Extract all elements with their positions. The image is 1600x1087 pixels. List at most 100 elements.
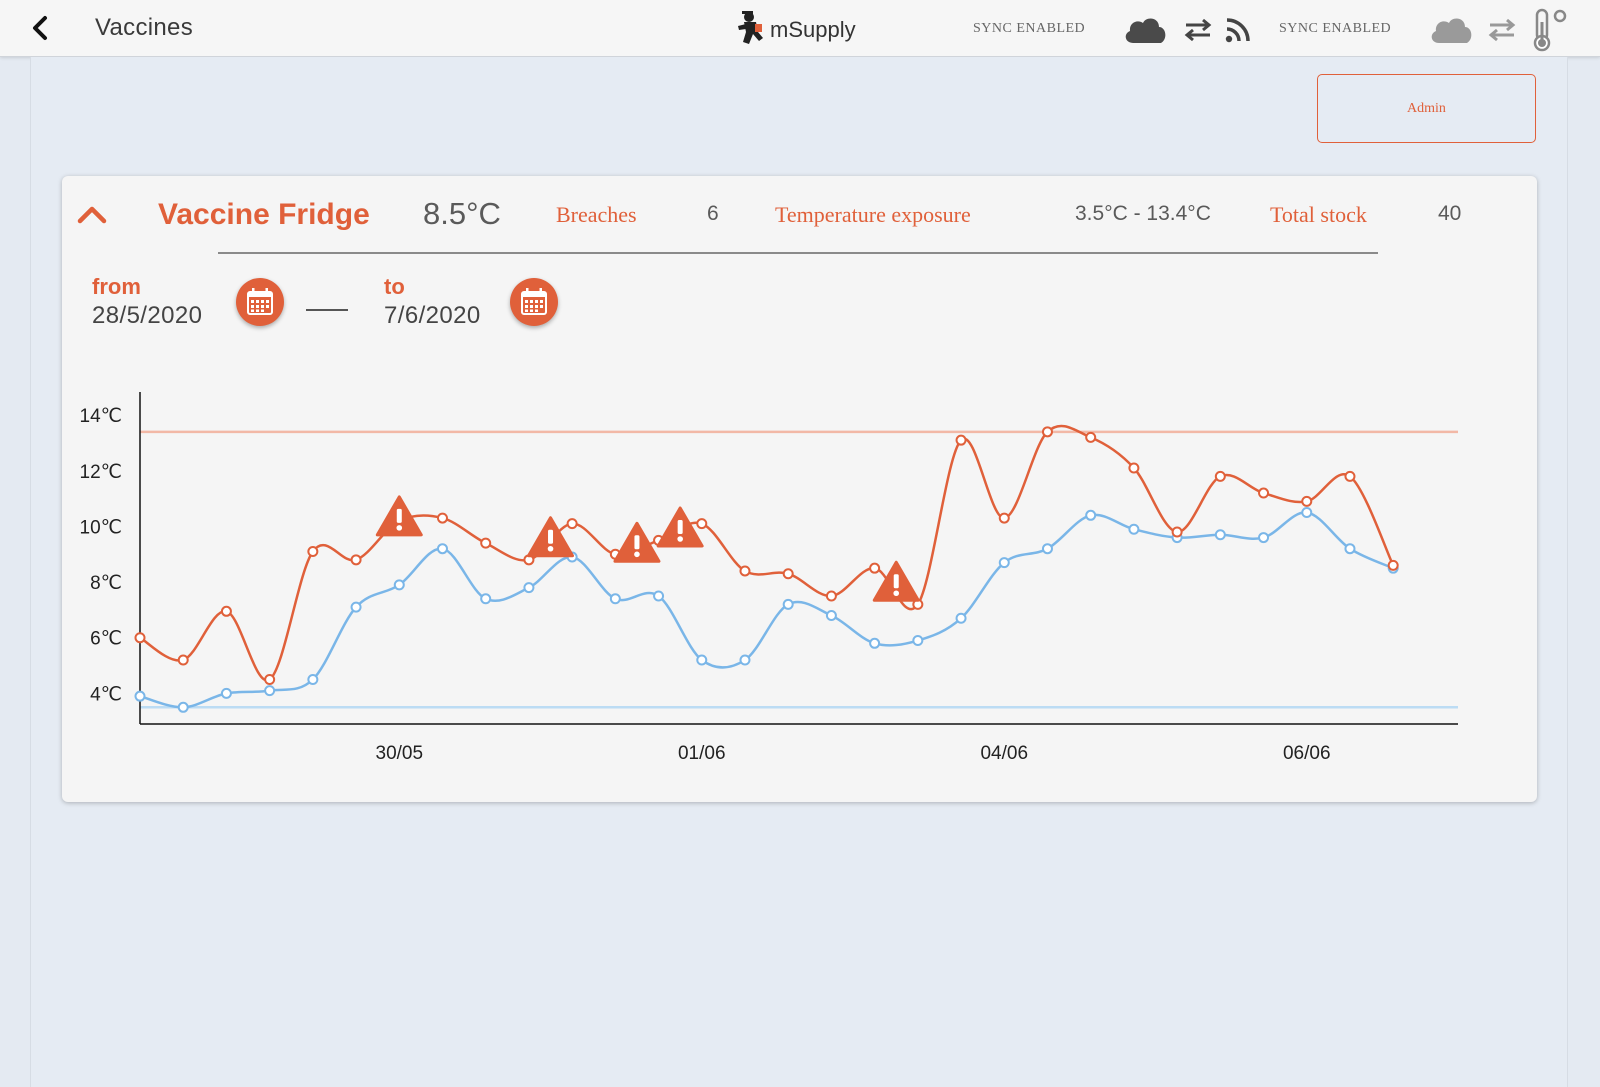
max-data-point bbox=[782, 568, 794, 580]
page-title: Vaccines bbox=[95, 14, 194, 41]
max-data-point bbox=[1128, 462, 1140, 474]
temperature-exposure-value: 3.5°C - 13.4°C bbox=[1075, 202, 1211, 225]
min-data-point bbox=[739, 654, 751, 666]
back-arrow-icon[interactable] bbox=[26, 12, 56, 44]
min-data-point bbox=[869, 637, 881, 649]
total-stock-value: 40 bbox=[1438, 202, 1462, 225]
date-range-separator bbox=[306, 309, 348, 311]
cloud-icon bbox=[1125, 18, 1166, 43]
y-tick-label: 14℃ bbox=[80, 406, 122, 427]
max-data-point bbox=[998, 512, 1010, 524]
min-data-point bbox=[1214, 529, 1226, 541]
min-data-point bbox=[523, 582, 535, 594]
logo-text: mSupply bbox=[770, 17, 856, 42]
chevron-up-icon[interactable] bbox=[76, 202, 108, 226]
from-label: from bbox=[92, 274, 141, 299]
max-data-point bbox=[1344, 470, 1356, 482]
thermometer-icon bbox=[1533, 8, 1567, 52]
from-calendar-button[interactable] bbox=[236, 278, 284, 326]
sync-arrows-icon[interactable] bbox=[1183, 17, 1213, 43]
min-data-point bbox=[609, 593, 621, 605]
min-data-point bbox=[1258, 532, 1270, 544]
from-date-value: 28/5/2020 bbox=[92, 302, 203, 329]
min-data-point bbox=[1344, 543, 1356, 555]
wifi-signal-icon bbox=[1225, 18, 1250, 43]
y-tick-label: 12℃ bbox=[80, 462, 122, 483]
y-tick-label: 8℃ bbox=[90, 573, 122, 594]
max-data-point bbox=[869, 562, 881, 574]
header-divider bbox=[218, 252, 1378, 254]
min-data-point bbox=[307, 673, 319, 685]
breach-warning-icon[interactable] bbox=[613, 521, 661, 563]
min-data-point bbox=[220, 687, 232, 699]
min-data-point bbox=[782, 598, 794, 610]
sync-arrows-icon[interactable] bbox=[1487, 17, 1517, 43]
max-data-point bbox=[1301, 495, 1313, 507]
calendar-icon bbox=[247, 288, 273, 315]
breach-warning-icon[interactable] bbox=[527, 516, 575, 558]
min-data-point bbox=[393, 579, 405, 591]
top-bar: Vaccines mSupply SYNC ENABLED SYNC ENABL… bbox=[0, 0, 1600, 57]
max-data-point bbox=[739, 565, 751, 577]
y-tick-label: 10℃ bbox=[80, 517, 122, 538]
min-data-point bbox=[998, 557, 1010, 569]
x-tick-label: 04/06 bbox=[980, 743, 1028, 764]
max-data-point bbox=[480, 537, 492, 549]
total-stock-label: Total stock bbox=[1270, 202, 1367, 227]
min-data-point bbox=[1128, 523, 1140, 535]
min-data-point bbox=[480, 593, 492, 605]
sync-status-label: SYNC ENABLED bbox=[973, 21, 1086, 36]
y-tick-label: 6℃ bbox=[90, 629, 122, 650]
max-data-point bbox=[1214, 470, 1226, 482]
y-tick-label: 4℃ bbox=[90, 684, 122, 705]
min-data-point bbox=[436, 543, 448, 555]
cloud-icon bbox=[1431, 18, 1472, 43]
fridge-name: Vaccine Fridge bbox=[158, 198, 370, 231]
min-data-point bbox=[1041, 543, 1053, 555]
min-data-point bbox=[1301, 507, 1313, 519]
max-data-point bbox=[825, 590, 837, 602]
min-data-point bbox=[912, 635, 924, 647]
max-data-point bbox=[436, 512, 448, 524]
max-data-point bbox=[177, 654, 189, 666]
max-data-point bbox=[1041, 426, 1053, 438]
to-calendar-button[interactable] bbox=[510, 278, 558, 326]
temperature-exposure-label: Temperature exposure bbox=[775, 202, 971, 227]
min-data-point bbox=[350, 601, 362, 613]
min-data-point bbox=[696, 654, 708, 666]
min-series-line bbox=[139, 511, 1394, 709]
max-data-point bbox=[350, 554, 362, 566]
breaches-label: Breaches bbox=[556, 202, 637, 227]
admin-button[interactable]: Admin bbox=[1317, 74, 1536, 143]
fridge-card: Vaccine Fridge 8.5°C Breaches 6 Temperat… bbox=[62, 176, 1537, 802]
sync-status-label-2: SYNC ENABLED bbox=[1279, 21, 1392, 36]
min-data-point bbox=[653, 590, 665, 602]
breach-warning-icon[interactable] bbox=[656, 506, 704, 548]
temperature-chart: 4℃ 6℃ 8℃ 10℃ 12℃ 14℃ 30/05 01/06 04/06 06/06 bbox=[80, 392, 1458, 764]
calendar-icon bbox=[521, 288, 547, 315]
breach-warning-icon[interactable] bbox=[872, 560, 920, 602]
max-data-point bbox=[134, 632, 146, 644]
min-data-point bbox=[177, 701, 189, 713]
to-label: to bbox=[384, 274, 405, 299]
min-data-point bbox=[1085, 509, 1097, 521]
max-data-point bbox=[220, 605, 232, 617]
max-data-point bbox=[307, 545, 319, 557]
breach-warning-icon[interactable] bbox=[375, 495, 423, 537]
x-tick-label: 01/06 bbox=[678, 743, 726, 764]
current-temperature: 8.5°C bbox=[423, 196, 501, 231]
max-data-point bbox=[955, 434, 967, 446]
x-tick-label: 30/05 bbox=[376, 743, 424, 764]
msupply-logo-icon bbox=[738, 11, 763, 44]
min-data-point bbox=[134, 690, 146, 702]
max-series-line bbox=[139, 424, 1395, 682]
min-data-point bbox=[825, 609, 837, 621]
min-data-point bbox=[264, 685, 276, 697]
to-date-value: 7/6/2020 bbox=[384, 302, 481, 329]
max-data-point bbox=[566, 518, 578, 530]
max-data-point bbox=[1258, 487, 1270, 499]
max-data-point bbox=[1085, 431, 1097, 443]
max-data-point bbox=[1387, 559, 1399, 571]
max-data-point bbox=[1171, 526, 1183, 538]
breaches-value: 6 bbox=[707, 202, 719, 225]
